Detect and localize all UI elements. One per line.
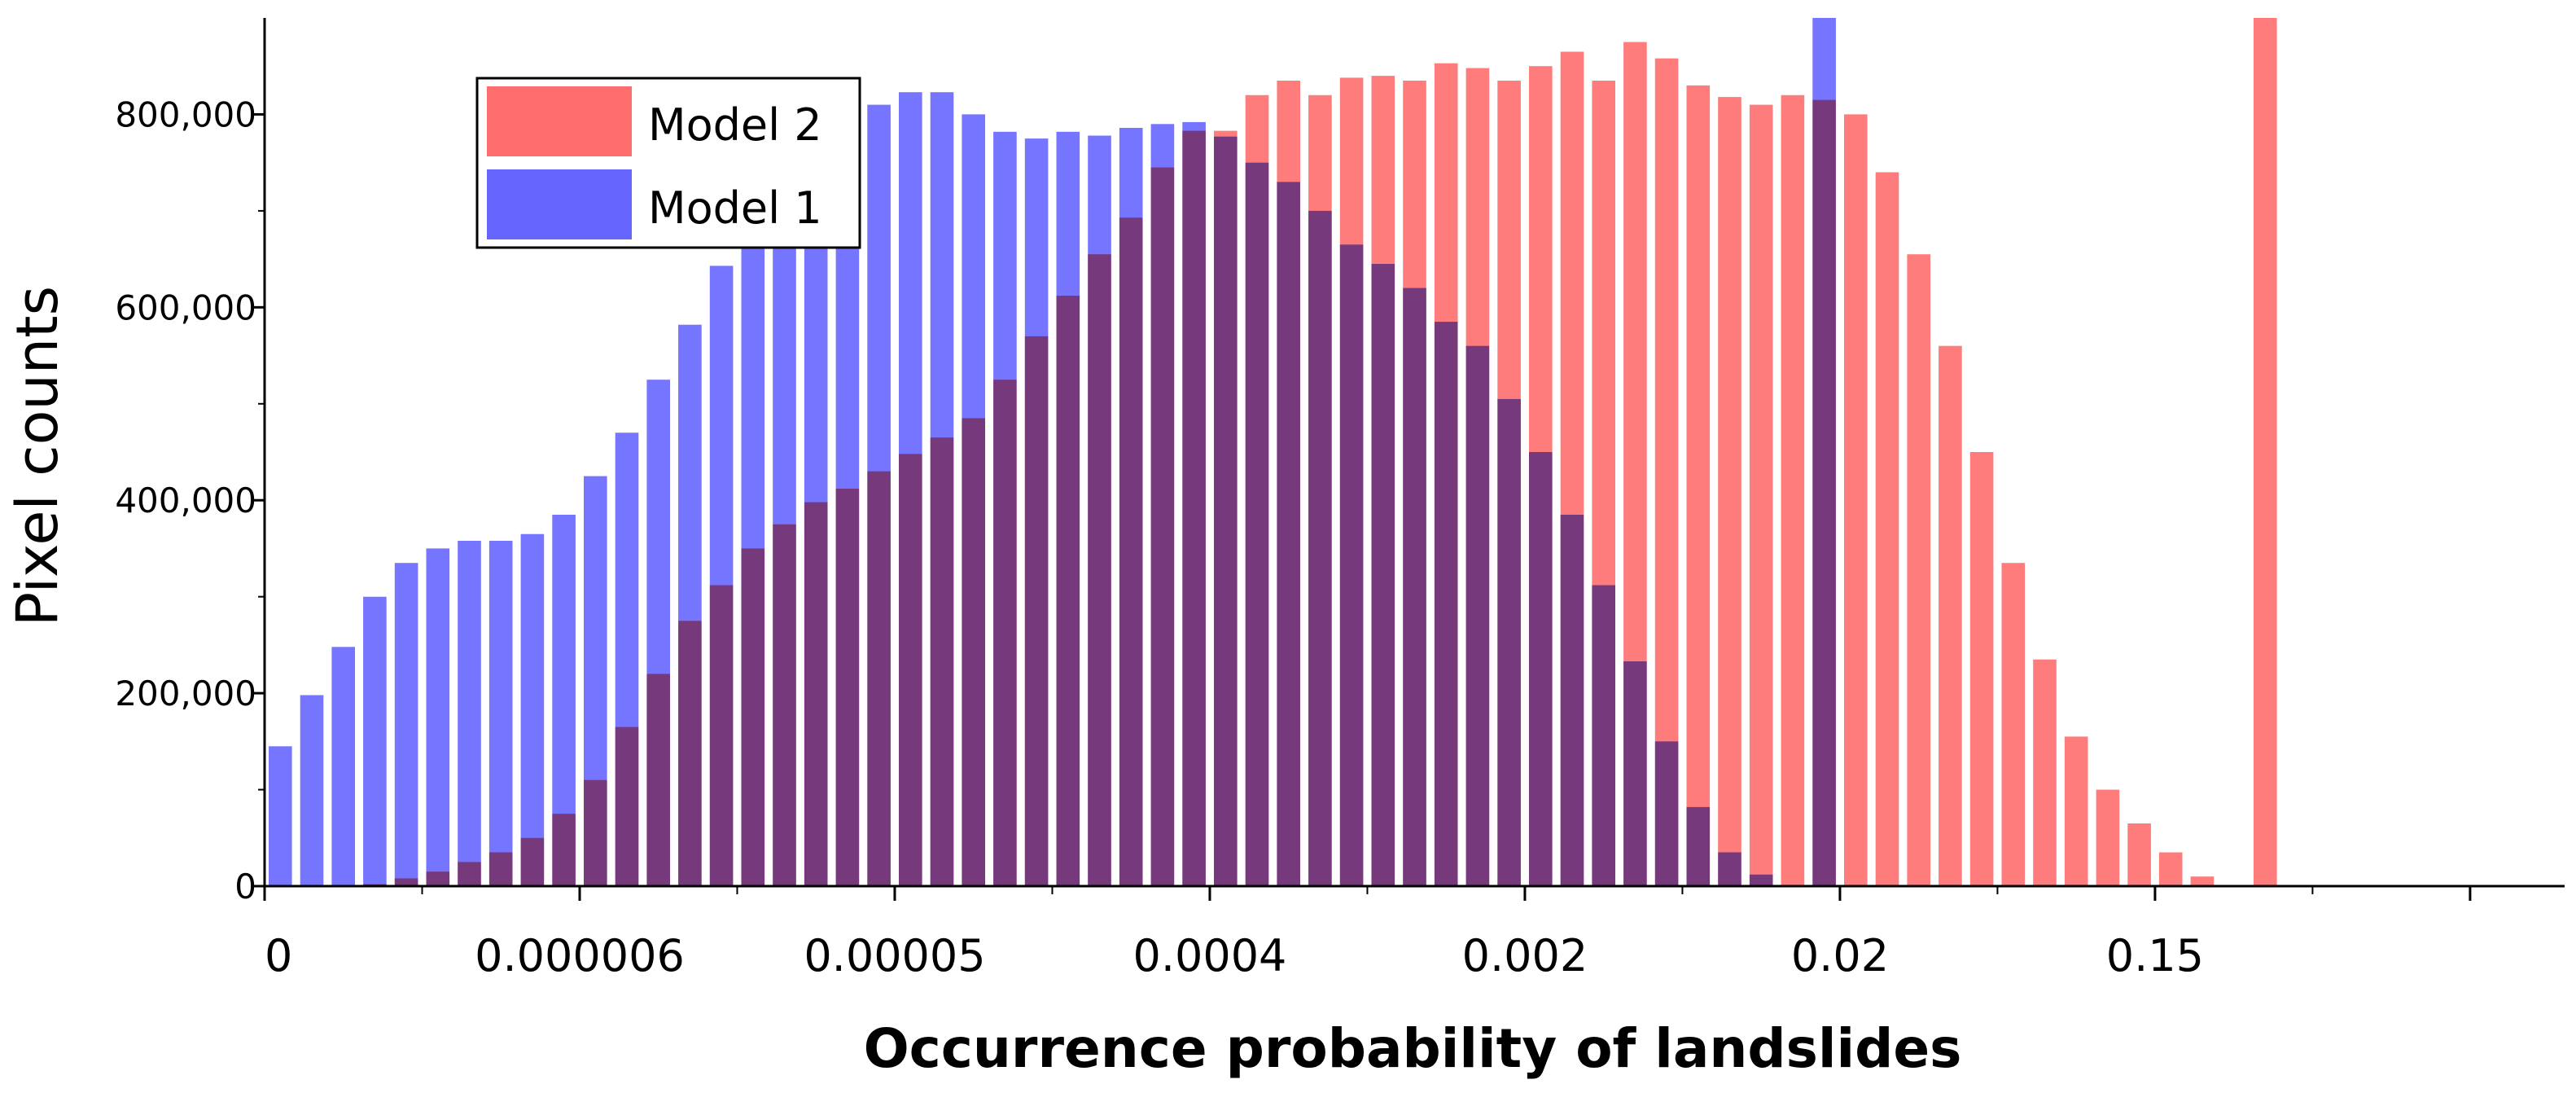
bar-model-1	[1119, 128, 1143, 886]
bar-model-1	[899, 92, 922, 886]
legend-swatch-model-1	[487, 169, 632, 239]
legend-label-model-1: Model 1	[648, 182, 822, 234]
bar-model-2	[1749, 104, 1773, 887]
y-tick-label: 800,000	[115, 94, 256, 134]
bar-model-2	[1939, 345, 1962, 886]
bar-model-1	[1686, 806, 1711, 886]
bar-model-1	[1529, 452, 1553, 886]
bar-model-1	[773, 183, 796, 886]
x-tick-label: 0.000006	[475, 930, 685, 981]
bar-model-1	[520, 533, 545, 886]
bar-model-1	[867, 104, 891, 887]
bar-model-1	[426, 548, 450, 886]
bar-model-1	[1623, 661, 1647, 886]
legend-swatch-model-2	[487, 86, 632, 156]
x-tick-label: 0.02	[1791, 930, 1889, 981]
y-axis-title: Pixel counts	[4, 286, 71, 626]
x-tick-label: 0.15	[2106, 930, 2204, 981]
legend-label-model-2: Model 2	[648, 99, 822, 151]
bar-model-1	[1182, 121, 1206, 886]
y-tick-label: 400,000	[115, 481, 256, 520]
bar-model-1	[300, 695, 324, 886]
bar-model-1	[1339, 244, 1364, 886]
bar-model-1	[1812, 18, 1836, 886]
bar-model-2	[2064, 736, 2088, 886]
bar-model-1	[488, 541, 513, 886]
bar-model-1	[1245, 162, 1269, 886]
bar-model-1	[458, 541, 481, 886]
bar-model-2	[2127, 823, 2151, 886]
bar-model-1	[1749, 874, 1773, 886]
bar-model-1	[930, 92, 954, 886]
x-tick-label: 0.002	[1462, 930, 1588, 981]
bar-model-2	[2254, 18, 2277, 886]
legend: Model 2 Model 1	[475, 77, 861, 249]
bar-model-1	[331, 647, 355, 886]
bar-model-1	[1718, 852, 1741, 886]
bar-model-2	[1781, 94, 1805, 887]
bar-model-1	[1214, 136, 1238, 886]
bar-model-1	[552, 515, 576, 886]
bar-model-1	[1403, 288, 1426, 887]
bar-model-1	[1560, 515, 1584, 886]
y-tick-label: 200,000	[115, 674, 256, 713]
bar-model-1	[615, 432, 639, 886]
bar-model-1	[269, 746, 292, 886]
bar-model-1	[741, 225, 765, 886]
bar-model-2	[1907, 254, 1930, 886]
y-tick-label: 600,000	[115, 288, 256, 327]
bar-model-1	[1088, 135, 1111, 886]
bar-model-1	[1308, 210, 1332, 886]
bar-model-1	[584, 476, 607, 886]
bar-model-1	[1654, 741, 1679, 886]
bar-model-1	[1024, 138, 1049, 887]
bar-model-1	[835, 124, 860, 887]
bar-model-2	[2001, 563, 2026, 886]
bar-model-1	[678, 324, 702, 886]
axes-layer	[263, 18, 2565, 888]
bar-model-1	[962, 114, 985, 886]
bar-model-2	[1844, 114, 1868, 886]
bar-model-1	[993, 131, 1017, 887]
bar-model-2	[1686, 85, 1711, 886]
bar-model-1	[646, 380, 670, 886]
bar-model-2	[2096, 789, 2120, 886]
x-ticks: 0 0.000006 0.00005 0.0004 0.002 0.02 0.15	[263, 886, 2472, 981]
bar-model-1	[1497, 398, 1521, 886]
x-tick-label: 0.0004	[1132, 930, 1286, 981]
y-ticks: 0 200,000 400,000 600,000 800,000	[115, 94, 265, 906]
x-axis-title: Occurrence probability of landslides	[864, 1017, 1962, 1080]
bar-model-1	[1056, 131, 1080, 887]
y-tick-label: 0	[234, 867, 256, 906]
bar-model-1	[363, 596, 387, 886]
bar-model-2	[1969, 452, 1994, 886]
bar-model-1	[1434, 322, 1458, 887]
bar-model-2	[2033, 659, 2057, 886]
bar-model-2	[1718, 97, 1741, 887]
bar-model-2	[1875, 172, 1899, 886]
bar-model-1	[709, 266, 734, 886]
bar-model-1	[1150, 124, 1175, 887]
bar-model-1	[1465, 345, 1490, 886]
bar-model-2	[2190, 876, 2215, 886]
bar-model-1	[1371, 264, 1395, 886]
bar-model-1	[1277, 182, 1300, 886]
x-tick-label: 0	[265, 930, 292, 981]
bar-model-1	[394, 563, 418, 886]
bar-model-2	[2158, 852, 2183, 886]
x-tick-label: 0.00005	[804, 930, 985, 981]
bar-model-1	[804, 146, 828, 886]
bar-model-1	[1592, 585, 1615, 886]
bars-layer	[269, 18, 2277, 887]
